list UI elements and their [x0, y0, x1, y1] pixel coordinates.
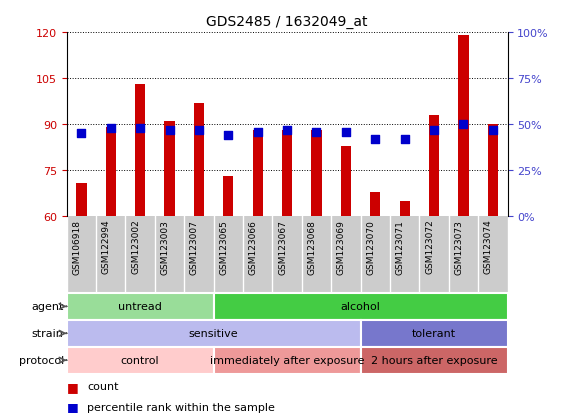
Point: [165, 127, 174, 134]
Point: [488, 127, 498, 134]
Bar: [370, 192, 380, 217]
Bar: [213, 347, 361, 374]
Point: [282, 127, 292, 134]
Text: immediately after exposure: immediately after exposure: [210, 355, 364, 366]
Title: GDS2485 / 1632049_at: GDS2485 / 1632049_at: [206, 15, 368, 29]
Bar: [67, 320, 361, 347]
Bar: [361, 320, 508, 347]
Text: GSM123068: GSM123068: [307, 219, 317, 274]
Text: count: count: [87, 381, 118, 391]
Text: GSM123007: GSM123007: [190, 219, 199, 274]
Text: ■: ■: [67, 380, 78, 393]
Text: GSM123074: GSM123074: [484, 219, 493, 274]
Text: GSM123002: GSM123002: [131, 219, 140, 274]
Bar: [223, 177, 234, 217]
Text: protocol: protocol: [19, 355, 64, 366]
Text: strain: strain: [32, 328, 64, 339]
Text: GSM123071: GSM123071: [396, 219, 405, 274]
Bar: [311, 131, 322, 217]
Bar: [164, 122, 175, 217]
Point: [459, 122, 468, 128]
Bar: [361, 347, 508, 374]
Text: ■: ■: [67, 400, 78, 413]
Text: untread: untread: [118, 301, 162, 312]
Bar: [135, 85, 146, 217]
Text: tolerant: tolerant: [412, 328, 456, 339]
Text: GSM123003: GSM123003: [161, 219, 169, 274]
Text: GSM123069: GSM123069: [337, 219, 346, 274]
Bar: [458, 36, 469, 217]
Bar: [194, 104, 204, 217]
Text: 2 hours after exposure: 2 hours after exposure: [371, 355, 497, 366]
Point: [312, 129, 321, 135]
Point: [224, 133, 233, 139]
Point: [106, 125, 115, 132]
Text: GSM123065: GSM123065: [219, 219, 229, 274]
Point: [194, 127, 204, 134]
Bar: [252, 131, 263, 217]
Text: GSM123070: GSM123070: [366, 219, 375, 274]
Bar: [67, 293, 213, 320]
Text: alcohol: alcohol: [340, 301, 380, 312]
Text: sensitive: sensitive: [189, 328, 238, 339]
Text: agent: agent: [31, 301, 64, 312]
Bar: [488, 125, 498, 217]
Bar: [340, 146, 351, 217]
Point: [253, 129, 262, 135]
Bar: [213, 293, 508, 320]
Text: GSM123067: GSM123067: [278, 219, 287, 274]
Text: GSM123072: GSM123072: [425, 219, 434, 274]
Text: GSM123066: GSM123066: [249, 219, 258, 274]
Text: percentile rank within the sample: percentile rank within the sample: [87, 402, 275, 412]
Point: [341, 129, 350, 135]
Text: control: control: [121, 355, 160, 366]
Point: [136, 125, 145, 132]
Point: [400, 136, 409, 143]
Bar: [400, 202, 410, 217]
Point: [77, 131, 86, 138]
Bar: [429, 116, 439, 217]
Text: GSM122994: GSM122994: [102, 219, 111, 273]
Point: [429, 127, 438, 134]
Text: GSM106918: GSM106918: [72, 219, 81, 274]
Point: [371, 136, 380, 143]
Bar: [76, 183, 86, 217]
Bar: [106, 128, 116, 217]
Text: GSM123073: GSM123073: [454, 219, 463, 274]
Bar: [67, 347, 213, 374]
Bar: [282, 131, 292, 217]
